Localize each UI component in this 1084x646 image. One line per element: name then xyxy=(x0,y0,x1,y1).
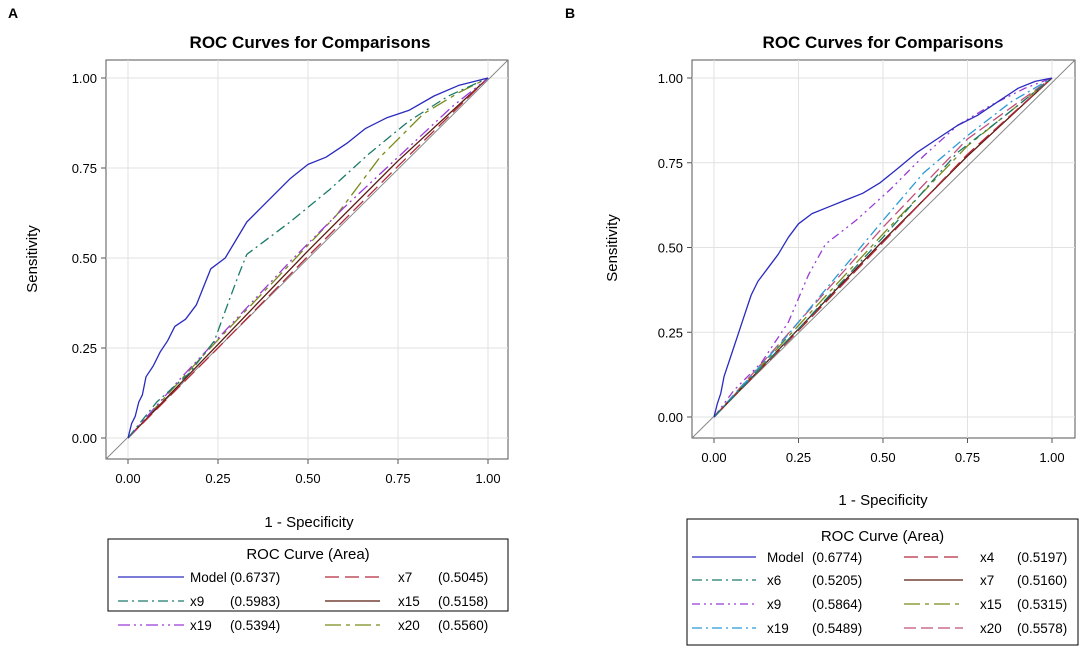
roc-line-model xyxy=(127,77,489,439)
x-tick-label: 1.00 xyxy=(475,471,500,486)
roc-panel-a: A ROC Curves for Comparisons 0.00 0.25 0.50 0… xyxy=(8,5,509,633)
legend-series-area: (0.5864) xyxy=(812,597,862,612)
legend-box xyxy=(107,538,509,612)
y-axis-label: Sensitivity xyxy=(24,225,41,293)
y-tick-label: 0.50 xyxy=(72,251,97,266)
legend-series-name: x20 xyxy=(980,621,1002,636)
legend-title: ROC Curve (Area) xyxy=(246,546,369,563)
legend-series-area: (0.6737) xyxy=(230,570,280,585)
chart-title: ROC Curves for Comparisons xyxy=(763,33,1004,52)
legend-series-name: x20 xyxy=(398,618,420,633)
y-tick-label: 0.25 xyxy=(658,325,683,340)
x-tick-label: 1.00 xyxy=(1039,450,1064,465)
chart-title: ROC Curves for Comparisons xyxy=(190,33,431,52)
x-axis-label: 1 - Specificity xyxy=(838,492,928,509)
x-tick-label: 0.25 xyxy=(786,450,811,465)
roc-panel-b: B ROC Curves for Comparisons 0.00 0.25 0.50 0… xyxy=(565,5,1079,646)
legend-series-area: (0.5983) xyxy=(230,594,280,609)
legend-series-area: (0.5489) xyxy=(812,621,862,636)
legend-series-area: (0.5045) xyxy=(438,570,488,585)
legend-series-name: x7 xyxy=(980,573,994,588)
x-axis-label: 1 - Specificity xyxy=(264,514,354,531)
legend-series-name: x6 xyxy=(767,573,781,588)
roc-line-x20 xyxy=(127,77,489,439)
legend-series-name: x15 xyxy=(398,594,420,609)
x-tick-label: 0.50 xyxy=(870,450,895,465)
roc-line-model xyxy=(713,77,1053,418)
roc-line-x4 xyxy=(713,77,1053,418)
roc-line-x19 xyxy=(713,77,1053,418)
y-axis-label: Sensitivity xyxy=(604,214,621,282)
roc-line-x9 xyxy=(713,77,1053,418)
y-tick-label: 0.25 xyxy=(72,341,97,356)
y-tick-label: 0.00 xyxy=(72,431,97,446)
y-tick-label: 0.00 xyxy=(658,410,683,425)
legend-series-area: (0.5158) xyxy=(438,594,488,609)
legend-series-area: (0.5315) xyxy=(1017,597,1067,612)
roc-line-x15 xyxy=(127,77,489,439)
y-tick-label: 0.75 xyxy=(72,161,97,176)
panel-label: A xyxy=(8,5,18,21)
x-tick-label: 0.75 xyxy=(955,450,980,465)
roc-line-x7 xyxy=(127,77,489,439)
roc-line-x6 xyxy=(713,77,1053,418)
y-tick-label: 1.00 xyxy=(658,71,683,86)
legend-series-area: (0.5578) xyxy=(1017,621,1067,636)
legend-series-name: x7 xyxy=(398,570,412,585)
y-tick-label: 0.50 xyxy=(658,241,683,256)
legend-series-area: (0.5197) xyxy=(1017,550,1067,565)
legend-box xyxy=(686,518,1079,646)
roc-line-x19 xyxy=(127,77,489,439)
legend-series-name: x9 xyxy=(767,597,781,612)
legend-series-area: (0.6774) xyxy=(812,550,862,565)
panel-label: B xyxy=(565,5,575,21)
legend-series-area: (0.5560) xyxy=(438,618,488,633)
y-tick-label: 0.75 xyxy=(658,156,683,171)
legend-series-area: (0.5394) xyxy=(230,618,280,633)
roc-line-x9 xyxy=(127,77,489,439)
legend-series-name: Model xyxy=(190,570,227,585)
legend-series-name: x9 xyxy=(190,594,204,609)
legend-series-name: Model xyxy=(767,550,804,565)
legend-series-name: x15 xyxy=(980,597,1002,612)
chance-diagonal xyxy=(691,59,1076,439)
x-tick-label: 0.25 xyxy=(205,471,230,486)
y-tick-label: 1.00 xyxy=(72,71,97,86)
x-tick-label: 0.00 xyxy=(701,450,726,465)
legend-series-name: x19 xyxy=(767,621,789,636)
x-tick-label: 0.75 xyxy=(385,471,410,486)
legend-series-name: x19 xyxy=(190,618,212,633)
x-tick-label: 0.00 xyxy=(115,471,140,486)
roc-line-x20 xyxy=(713,77,1053,418)
roc-line-x15 xyxy=(713,77,1053,418)
x-tick-label: 0.50 xyxy=(295,471,320,486)
legend-series-area: (0.5205) xyxy=(812,573,862,588)
legend-series-name: x4 xyxy=(980,550,995,565)
legend-title: ROC Curve (Area) xyxy=(821,528,944,545)
legend-series-area: (0.5160) xyxy=(1017,573,1067,588)
